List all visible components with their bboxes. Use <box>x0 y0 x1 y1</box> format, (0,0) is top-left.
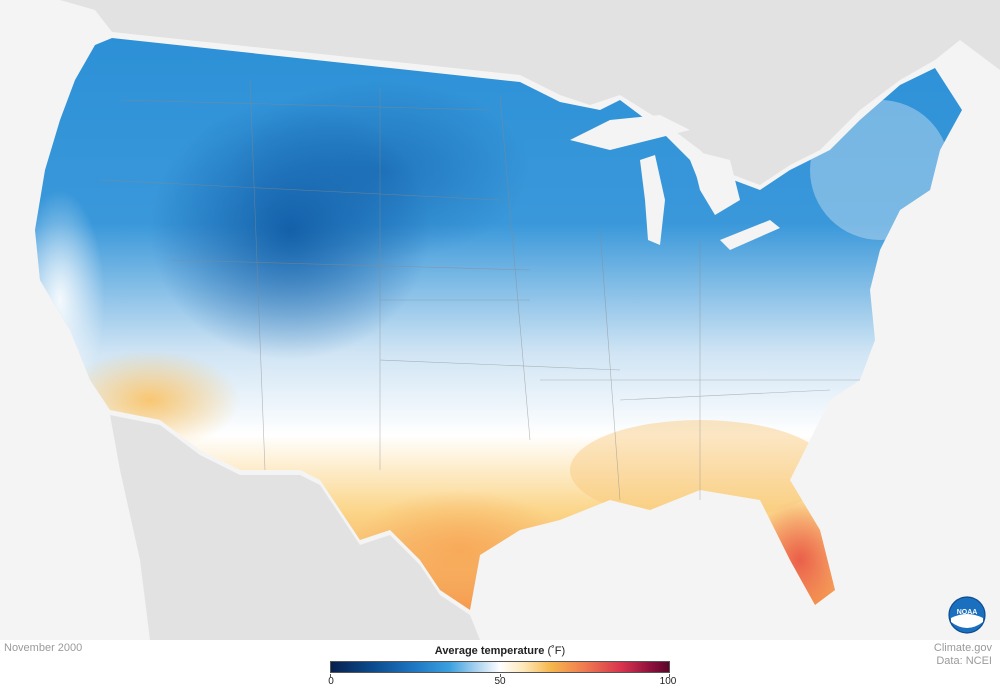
lake-michigan <box>640 155 665 245</box>
legend-title: Average temperature (˚F) <box>330 645 670 657</box>
baja-landmass <box>115 420 210 640</box>
canada-landmass <box>0 0 1000 185</box>
lake-erie <box>720 220 780 250</box>
credits: Climate.gov Data: NCEI <box>934 642 992 668</box>
map-footer: November 2000 Average temperature (˚F) 0… <box>0 640 1000 690</box>
legend-label-min: 0 <box>328 676 334 687</box>
noaa-logo: NOAA <box>948 596 986 634</box>
period-label: November 2000 <box>4 642 83 654</box>
state-borders <box>99 79 860 501</box>
legend-color-bar <box>330 661 670 673</box>
legend-label-mid: 50 <box>494 676 506 687</box>
legend-label-max: 100 <box>659 676 677 687</box>
mexico-landmass <box>110 415 480 640</box>
legend-unit: (˚F) <box>547 645 566 657</box>
legend-title-text: Average temperature <box>434 645 545 657</box>
temperature-map: NOAA <box>0 0 1000 640</box>
credit-data: Data: NCEI <box>936 655 992 667</box>
lake-superior <box>570 115 690 150</box>
legend-tick-min <box>330 674 331 677</box>
lake-huron <box>690 150 740 215</box>
legend-tick-max <box>669 674 670 677</box>
map-svg <box>0 0 1000 640</box>
credit-source[interactable]: Climate.gov <box>933 642 992 654</box>
legend-tick-mid <box>500 674 501 677</box>
noaa-logo-text: NOAA <box>957 609 978 616</box>
